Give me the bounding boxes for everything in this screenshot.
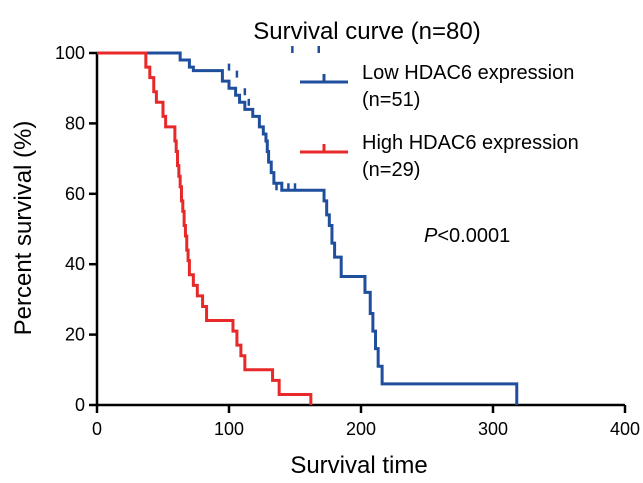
x-tick-label: 200 — [346, 419, 376, 439]
y-tick-label: 100 — [55, 43, 85, 63]
series-line-0 — [97, 51, 519, 405]
legend-entry-low: Low HDAC6 expression (n=51) — [300, 62, 574, 111]
x-axis-title: Survival time — [290, 452, 427, 479]
y-tick-label: 80 — [65, 113, 85, 133]
y-tick-label: 40 — [65, 254, 85, 274]
x-tick-label: 0 — [92, 419, 102, 439]
y-tick-label: 60 — [65, 184, 85, 204]
chart-title: Survival curve (n=80) — [253, 18, 480, 45]
legend-label-high: High HDAC6 expression — [362, 132, 579, 154]
y-tick-label: 20 — [65, 325, 85, 345]
x-tick-label: 300 — [478, 419, 508, 439]
legend-label-low-count: (n=51) — [362, 89, 420, 111]
series-line-1 — [97, 51, 313, 405]
y-tick-label: 0 — [75, 395, 85, 415]
legend-entry-high: High HDAC6 expression (n=29) — [300, 132, 579, 181]
x-tick-label: 400 — [610, 419, 640, 439]
legend: Low HDAC6 expression (n=51) High HDAC6 e… — [300, 62, 579, 181]
legend-label-low: Low HDAC6 expression — [362, 62, 574, 84]
legend-label-high-count: (n=29) — [362, 159, 420, 181]
series-layer — [97, 46, 519, 405]
p-value-text: <0.0001 — [437, 225, 510, 247]
p-value-symbol: P — [424, 225, 438, 247]
p-value-annotation: P<0.0001 — [424, 225, 510, 247]
y-axis-title: Percent survival (%) — [10, 121, 37, 336]
axes: 0 20 40 60 80 100 0 100 200 300 400 — [55, 43, 640, 439]
x-tick-label: 100 — [214, 419, 244, 439]
